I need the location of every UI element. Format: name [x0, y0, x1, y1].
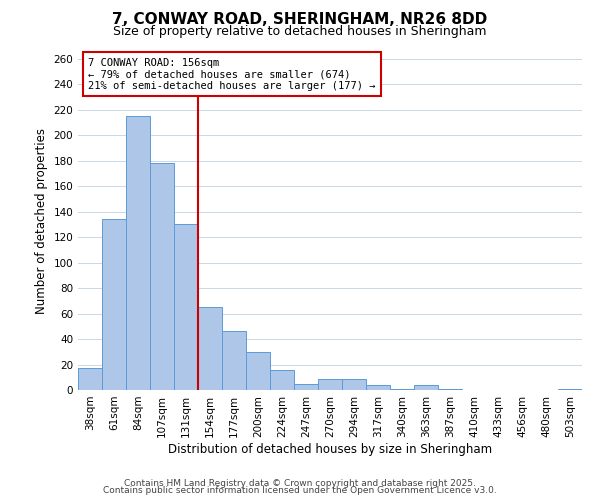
Bar	[342, 378, 366, 390]
Bar	[366, 385, 390, 390]
Bar	[78, 368, 102, 390]
Bar	[438, 388, 462, 390]
Text: Contains HM Land Registry data © Crown copyright and database right 2025.: Contains HM Land Registry data © Crown c…	[124, 478, 476, 488]
Y-axis label: Number of detached properties: Number of detached properties	[35, 128, 48, 314]
Bar	[222, 332, 246, 390]
Bar	[270, 370, 294, 390]
Bar	[246, 352, 270, 390]
X-axis label: Distribution of detached houses by size in Sheringham: Distribution of detached houses by size …	[168, 442, 492, 456]
Bar	[414, 385, 438, 390]
Bar	[558, 388, 582, 390]
Bar	[102, 220, 126, 390]
Bar	[174, 224, 198, 390]
Text: Contains public sector information licensed under the Open Government Licence v3: Contains public sector information licen…	[103, 486, 497, 495]
Bar	[126, 116, 150, 390]
Bar	[198, 307, 222, 390]
Bar	[150, 164, 174, 390]
Text: 7, CONWAY ROAD, SHERINGHAM, NR26 8DD: 7, CONWAY ROAD, SHERINGHAM, NR26 8DD	[112, 12, 488, 28]
Bar	[294, 384, 318, 390]
Text: Size of property relative to detached houses in Sheringham: Size of property relative to detached ho…	[113, 25, 487, 38]
Bar	[390, 388, 414, 390]
Text: 7 CONWAY ROAD: 156sqm
← 79% of detached houses are smaller (674)
21% of semi-det: 7 CONWAY ROAD: 156sqm ← 79% of detached …	[88, 58, 376, 91]
Bar	[318, 378, 342, 390]
